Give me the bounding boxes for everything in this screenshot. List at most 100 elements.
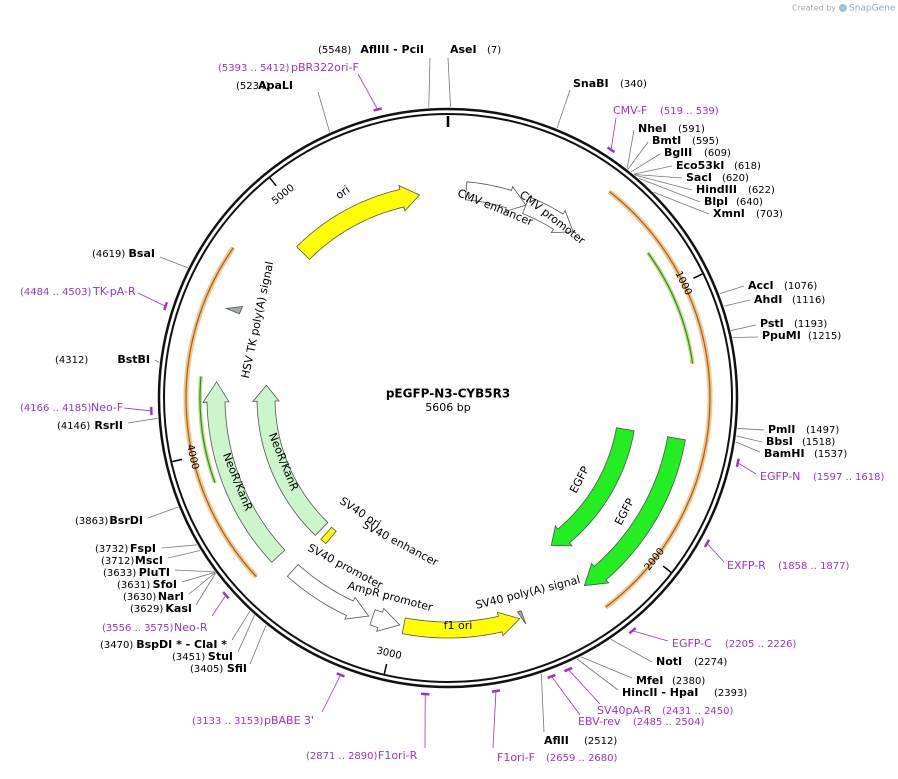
site-position: (3863)	[75, 516, 108, 527]
site-name: KasI	[165, 602, 192, 615]
orf-arc-line	[648, 253, 693, 364]
ruler-tick	[693, 274, 702, 278]
site-name: BamHI	[764, 447, 805, 460]
ruler-tick	[663, 566, 671, 572]
site-line	[175, 570, 215, 572]
site-line	[250, 625, 266, 664]
site-line	[737, 428, 764, 430]
site-name: AccI	[748, 279, 774, 292]
primer-range: (3556 .. 3575)	[102, 623, 174, 634]
primer-mark	[705, 540, 709, 547]
site-position: (2274)	[694, 657, 727, 668]
site-position: (4146)	[57, 421, 90, 432]
site-position: (3712)	[101, 556, 134, 567]
site-line	[429, 58, 430, 108]
ruler-label: 3000	[375, 646, 402, 662]
site-name: SnaBI	[573, 77, 609, 90]
egfp-arrow	[551, 428, 634, 546]
ruler-label: 5000	[270, 182, 297, 207]
feature-label: f1 ori	[444, 619, 473, 632]
site-line	[634, 174, 682, 178]
primer-line	[138, 293, 166, 306]
site-position: (609)	[704, 148, 731, 159]
site-position: (4619)	[92, 249, 125, 260]
site-line	[736, 442, 760, 452]
site-line	[541, 674, 544, 732]
primer-line	[611, 118, 616, 150]
primer-range: (1597 .. 1618)	[813, 472, 885, 483]
primer-name: TK-pA-R	[92, 285, 136, 298]
primer-range: (2205 .. 2226)	[725, 639, 797, 650]
ruler-label: 1000	[673, 270, 694, 298]
site-line	[634, 166, 672, 174]
primer-name: pBABE 3'	[264, 714, 314, 727]
primer-line	[632, 631, 668, 641]
site-name: BsaI	[129, 247, 155, 260]
site-line	[155, 360, 159, 363]
site-position: (1497)	[806, 425, 839, 436]
ori-arrow	[297, 186, 420, 260]
primer-range: (5393 .. 5412)	[218, 63, 290, 74]
tk-polya-box	[226, 306, 242, 313]
primer-mark	[565, 668, 573, 671]
polya-box	[518, 611, 526, 624]
site-line	[148, 507, 178, 518]
primer-range: (519 .. 539)	[660, 106, 719, 117]
site-position: (3631)	[117, 580, 150, 591]
primer-line	[358, 74, 378, 109]
feature-label: EGFP	[567, 464, 592, 496]
primer-name: CMV-F	[613, 104, 647, 117]
site-position: (622)	[748, 185, 775, 196]
site-line	[557, 90, 570, 128]
primer-line	[568, 670, 600, 704]
site-line	[232, 611, 250, 640]
site-position: (1215)	[808, 331, 841, 342]
site-position: (2512)	[584, 736, 617, 747]
ruler-label: 2000	[643, 546, 667, 573]
site-name: BstBI	[117, 353, 150, 366]
site-line	[611, 639, 652, 662]
feature-label: HSV TK poly(A) signal	[239, 260, 276, 379]
site-line	[448, 58, 451, 107]
site-line	[318, 92, 330, 132]
feature-label: SV40 enhancer	[360, 518, 440, 569]
primer-name: F1ori-F	[497, 751, 535, 764]
site-line	[128, 418, 158, 423]
site-line	[160, 257, 188, 268]
ampr-promoter-arrow	[370, 608, 400, 631]
sv40-ori-box	[321, 527, 336, 543]
site-line	[737, 436, 762, 442]
site-position: (1116)	[792, 295, 825, 306]
primer-name: Neo-F	[91, 401, 123, 414]
site-position: (3630)	[123, 592, 156, 603]
primer-range: (2871 .. 2890)	[306, 751, 378, 762]
plasmid-length: 5606 bp	[425, 401, 470, 414]
primer-line	[493, 691, 496, 748]
site-position: (5234)	[236, 81, 269, 92]
site-position: (591)	[678, 124, 705, 135]
site-name: NotI	[656, 655, 682, 668]
primer-range: (3133 .. 3153)	[192, 716, 264, 727]
site-line	[731, 325, 756, 331]
site-name: HincII - HpaI	[622, 686, 698, 699]
site-name: BglII	[664, 146, 692, 159]
primer-line	[212, 595, 226, 616]
site-position: (1537)	[814, 449, 847, 460]
site-line	[196, 573, 216, 605]
primer-name: F1ori-R	[378, 749, 418, 762]
site-name: BsrDI	[109, 514, 143, 527]
site-position: (703)	[756, 209, 783, 220]
primer-range: (1858 .. 1877)	[778, 561, 850, 572]
primer-line	[552, 676, 580, 715]
primer-name: EBV-rev	[578, 715, 621, 728]
site-line	[168, 550, 200, 558]
primer-mark	[548, 675, 556, 678]
site-name: AflIII - PciI	[360, 43, 424, 56]
site-position: (3633)	[103, 568, 136, 579]
site-line	[724, 300, 750, 306]
primer-range: (2431 .. 2450)	[662, 706, 734, 717]
site-position: (1076)	[784, 281, 817, 292]
primer-mark	[337, 673, 345, 676]
